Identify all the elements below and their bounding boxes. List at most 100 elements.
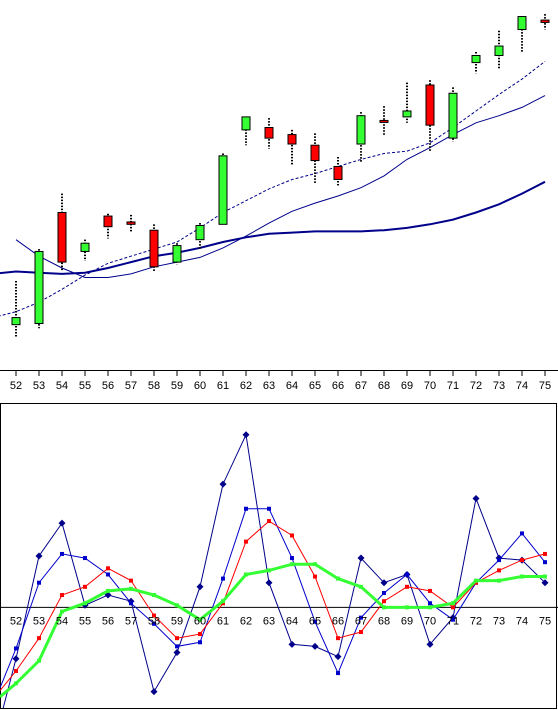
series-point <box>428 605 432 610</box>
x-tick-label: 57 <box>125 380 137 392</box>
oscillator-x-label: 71 <box>447 615 459 627</box>
oscillator-x-label: 69 <box>401 615 413 627</box>
series-point <box>244 539 248 544</box>
series-point <box>472 494 480 502</box>
x-tick-label: 52 <box>10 380 22 392</box>
candle-body <box>333 165 343 180</box>
candle-74 <box>517 16 527 52</box>
series-point <box>451 605 455 610</box>
oscillator-x-label: 60 <box>194 615 206 627</box>
x-tick-label: 70 <box>424 380 436 392</box>
candle-54 <box>57 193 67 272</box>
series-point <box>60 551 64 556</box>
x-tick-label: 68 <box>378 380 390 392</box>
series-point <box>451 617 455 622</box>
series-point <box>405 584 409 589</box>
series-point <box>244 506 248 511</box>
oscillator-x-label: 70 <box>424 615 436 627</box>
candle-69 <box>402 82 412 123</box>
candle-body <box>287 134 297 145</box>
price-panel <box>0 14 550 338</box>
candle-body <box>218 155 228 225</box>
oscillator-x-label: 62 <box>240 615 252 627</box>
x-tick-label: 65 <box>309 380 321 392</box>
oscillator-x-label: 55 <box>79 615 91 627</box>
series-point <box>175 636 179 641</box>
x-tick-label: 58 <box>148 380 160 392</box>
oscillator-x-label: 54 <box>56 615 68 627</box>
x-tick-label: 56 <box>102 380 114 392</box>
x-tick-label: 60 <box>194 380 206 392</box>
oscillator-x-label: 67 <box>355 615 367 627</box>
series-point <box>267 519 271 524</box>
oscillator-x-label: 58 <box>148 615 160 627</box>
candle-body <box>80 242 90 252</box>
x-tick-label: 54 <box>56 380 68 392</box>
series-point <box>152 593 156 598</box>
oscillator-panel: 52 53 54 55 56 57 58 59 60 61 62 63 64 65 66 67 68 69 70 71… <box>0 403 558 709</box>
series-point <box>12 655 20 663</box>
series-point <box>14 681 18 686</box>
oscillator-x-label: 61 <box>217 615 229 627</box>
series-point <box>290 562 294 567</box>
series-point <box>313 574 317 579</box>
x-tick-label: 71 <box>447 380 459 392</box>
series-point <box>382 590 386 595</box>
candle-65 <box>310 133 320 183</box>
series-point <box>196 583 204 591</box>
candle-body <box>149 229 159 268</box>
oscillator-x-label: 66 <box>332 615 344 627</box>
candle-body <box>172 245 182 263</box>
candle-70 <box>425 80 435 152</box>
candle-60 <box>195 223 205 250</box>
candle-64 <box>287 129 297 166</box>
candle-body <box>264 127 274 139</box>
candle-body <box>402 110 412 118</box>
series-point <box>198 617 202 622</box>
x-tick-label: 64 <box>286 380 298 392</box>
candle-66 <box>333 157 343 186</box>
x-tick-label: 69 <box>401 380 413 392</box>
series-point <box>14 646 18 651</box>
series-point <box>106 588 110 593</box>
series-point <box>382 599 386 604</box>
series-point <box>14 669 18 674</box>
candle-body <box>126 221 136 225</box>
oscillator-x-label: 63 <box>263 615 275 627</box>
candle-61 <box>218 153 228 226</box>
series-point <box>129 586 133 591</box>
series-point <box>380 579 388 587</box>
oscillator-x-label: 56 <box>102 615 114 627</box>
series-point <box>334 653 342 661</box>
series-point <box>474 578 478 583</box>
candle-52 <box>11 280 21 338</box>
series-point <box>543 574 547 579</box>
oscillator-x-label: 73 <box>493 615 505 627</box>
series-point <box>543 551 547 556</box>
moving-average-line-3 <box>0 180 546 275</box>
candle-body <box>448 92 458 139</box>
oscillator-x-label: 57 <box>125 615 137 627</box>
series-point <box>60 593 64 598</box>
oscillator-series <box>0 431 549 708</box>
series-point <box>198 632 202 637</box>
candle-53 <box>34 249 44 329</box>
candle-body <box>57 212 67 263</box>
series-point <box>543 560 547 565</box>
series-point <box>520 531 524 536</box>
series-point <box>129 578 133 583</box>
series-point <box>336 636 340 641</box>
series-point <box>152 613 156 618</box>
x-tick-label: 61 <box>217 380 229 392</box>
x-tick-label: 63 <box>263 380 275 392</box>
series-point <box>219 480 227 488</box>
series-point <box>428 588 432 593</box>
series-point <box>150 688 158 696</box>
series-point <box>520 574 524 579</box>
series-point <box>129 601 133 606</box>
oscillator-series-2 <box>0 506 547 689</box>
candle-body <box>494 45 504 56</box>
candle-body <box>34 250 44 324</box>
candle-59 <box>172 243 182 265</box>
